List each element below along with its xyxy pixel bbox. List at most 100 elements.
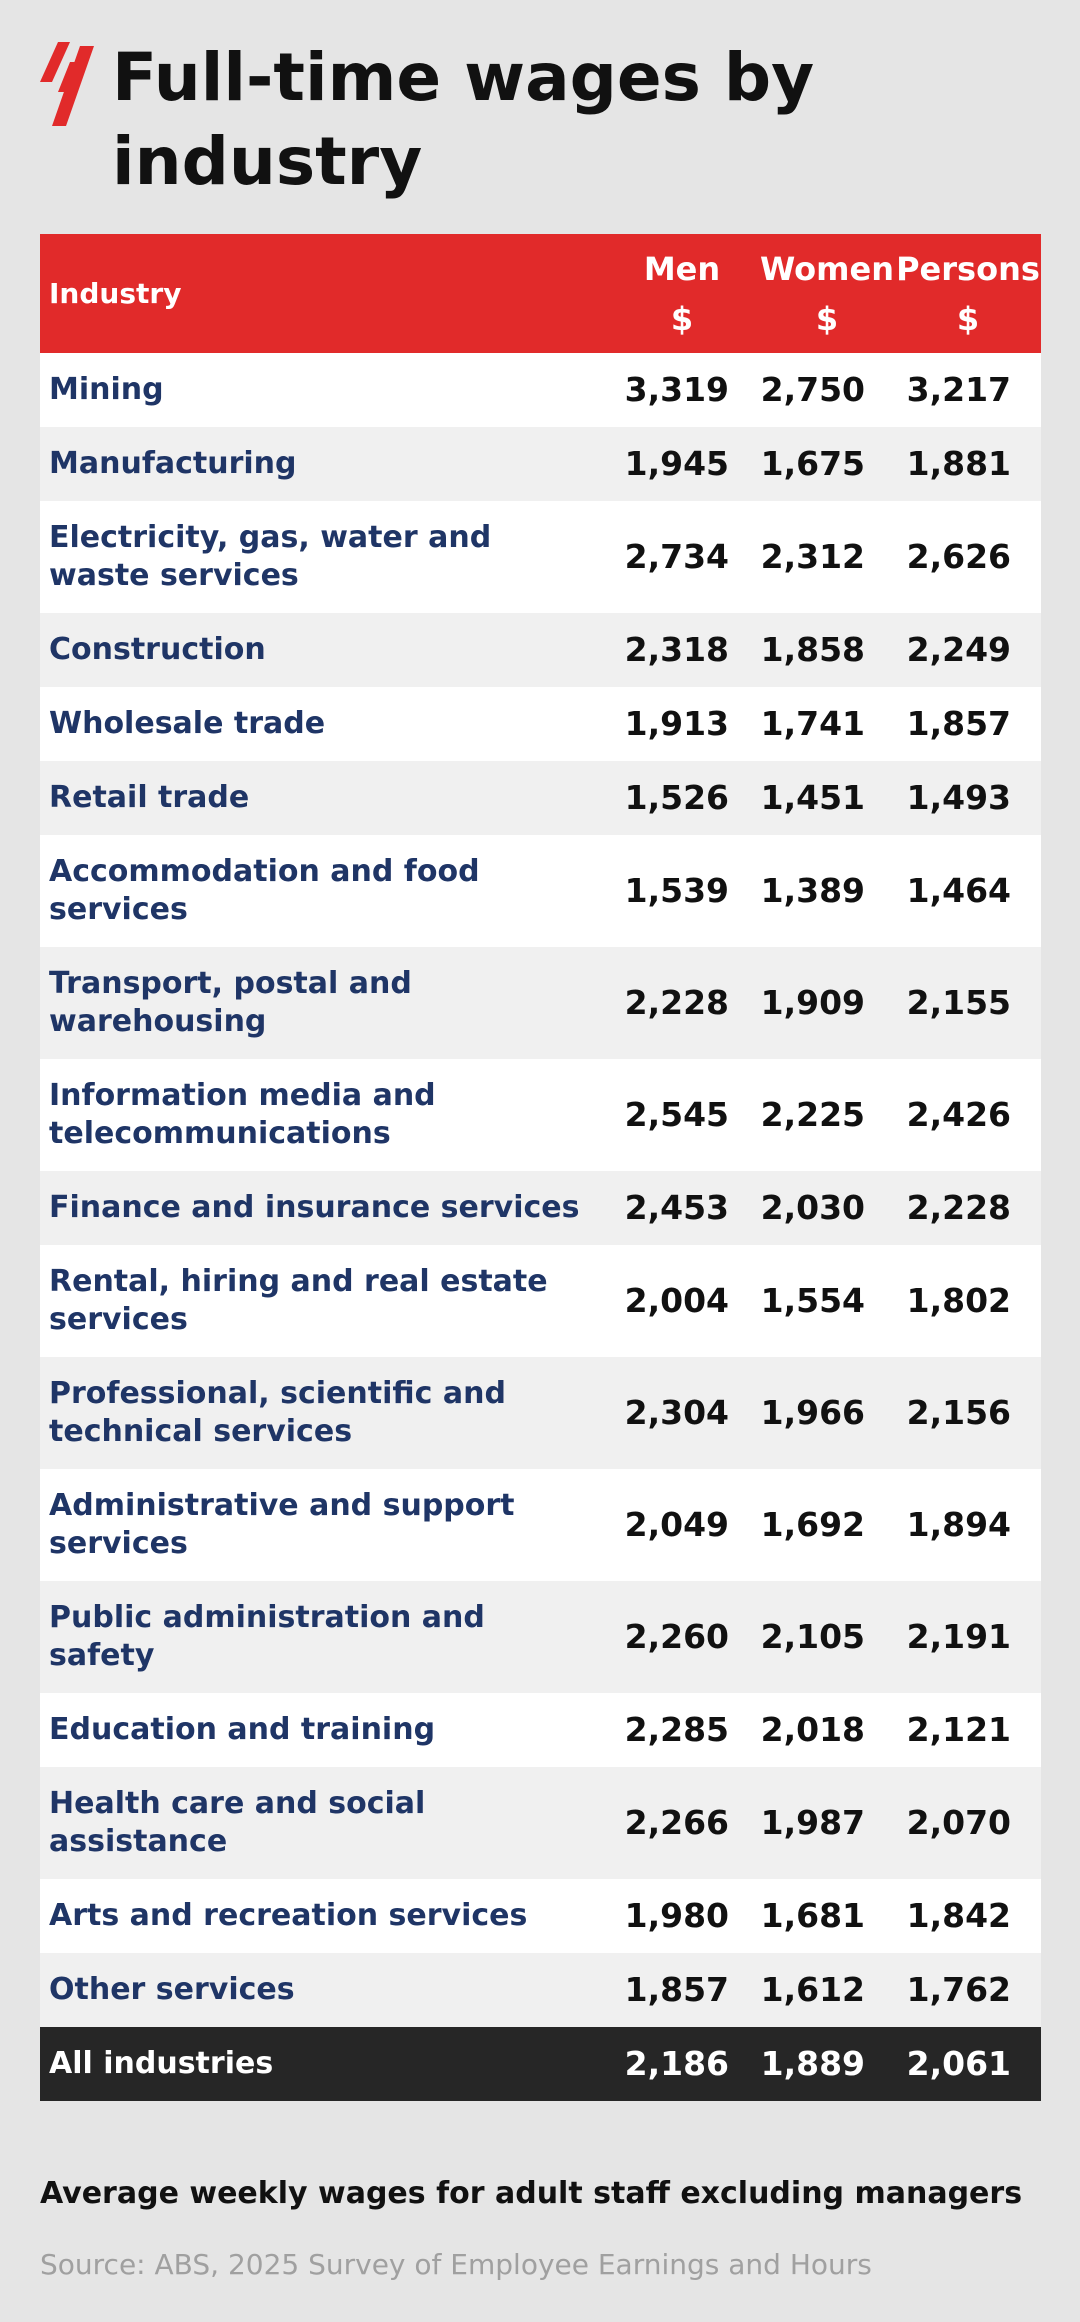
industry: Administrative and support services: [40, 1469, 605, 1581]
wage: 1,987: [759, 1767, 895, 1879]
industry: Accommodation and food services: [40, 835, 605, 947]
source: Source: ABS, 2025 Survey of Employee Ear…: [40, 2248, 872, 2281]
wage: 2,049: [605, 1469, 759, 1581]
industry: All industries: [40, 2027, 605, 2101]
wage: 2,156: [895, 1357, 1041, 1469]
column-header: Men $: [605, 234, 759, 353]
table-row: Retail trade 1,526 1,451 1,493: [40, 761, 1041, 835]
wage: 2,453: [605, 1171, 759, 1245]
wage: 2,312: [759, 501, 895, 613]
wage: 1,539: [605, 835, 759, 947]
wage: 2,318: [605, 613, 759, 687]
table-row: Transport, postal and warehousing 2,228 1,…: [40, 947, 1041, 1059]
industry: Other services: [40, 1953, 605, 2027]
wage: 2,004: [605, 1245, 759, 1357]
wage: 1,858: [759, 613, 895, 687]
wage: 1,612: [759, 1953, 895, 2027]
column-header: Industry: [40, 234, 605, 353]
industry: Education and training: [40, 1693, 605, 1767]
industry: Health care and social assistance: [40, 1767, 605, 1879]
table-row: Public administration and safety 2,260 2,1…: [40, 1581, 1041, 1693]
wage: 2,228: [895, 1171, 1041, 1245]
table-row: Professional, scientific and technical s…: [40, 1357, 1041, 1469]
wage: 1,692: [759, 1469, 895, 1581]
wage: 2,545: [605, 1059, 759, 1171]
industry: Manufacturing: [40, 427, 605, 501]
wage: 2,426: [895, 1059, 1041, 1171]
table-row: Construction 2,318 1,858 2,249: [40, 613, 1041, 687]
wage: 3,217: [895, 353, 1041, 427]
header-text: $: [815, 299, 839, 338]
wage: 2,266: [605, 1767, 759, 1879]
wage: 2,121: [895, 1693, 1041, 1767]
wage: 1,945: [605, 427, 759, 501]
wage: 2,186: [605, 2027, 759, 2101]
industry: Retail trade: [40, 761, 605, 835]
wage: 2,191: [895, 1581, 1041, 1693]
table-row: Wholesale trade 1,913 1,741 1,857: [40, 687, 1041, 761]
total-row: All industries 2,186 1,889 2,061: [40, 2027, 1041, 2101]
logo: [40, 42, 94, 126]
wage: 2,228: [605, 947, 759, 1059]
wage: 1,762: [895, 1953, 1041, 2027]
wage: 2,285: [605, 1693, 759, 1767]
wage: 1,493: [895, 761, 1041, 835]
wage: 2,225: [759, 1059, 895, 1171]
wage: 1,913: [605, 687, 759, 761]
wage: 2,018: [759, 1693, 895, 1767]
industry: Professional, scientific and technical s…: [40, 1357, 605, 1469]
industry: Arts and recreation services: [40, 1879, 605, 1953]
table-row: Health care and social assistance 2,266 1,…: [40, 1767, 1041, 1879]
table-row: Electricity, gas, water and waste servic…: [40, 501, 1041, 613]
footnote: Average weekly wages for adult staff exc…: [40, 2176, 1023, 2211]
industry: Mining: [40, 353, 605, 427]
wage: 1,881: [895, 427, 1041, 501]
wage: 2,304: [605, 1357, 759, 1469]
industry: Information media and telecommunications: [40, 1059, 605, 1171]
wage: 1,966: [759, 1357, 895, 1469]
header-text: Men: [643, 249, 721, 288]
table-row: Information media and telecommunications…: [40, 1059, 1041, 1171]
header-text: Women: [760, 249, 894, 288]
table-row: Manufacturing 1,945 1,675 1,881: [40, 427, 1041, 501]
wage: 2,105: [759, 1581, 895, 1693]
wage: 1,980: [605, 1879, 759, 1953]
industry: Electricity, gas, water and waste servic…: [40, 501, 605, 613]
title: Full-time wages by industry: [112, 39, 815, 200]
industry: Transport, postal and warehousing: [40, 947, 605, 1059]
table-row: Arts and recreation services 1,980 1,681 1,…: [40, 1879, 1041, 1953]
wage: 1,857: [895, 687, 1041, 761]
wage: 1,451: [759, 761, 895, 835]
header-text: $: [956, 299, 980, 338]
wage: 2,070: [895, 1767, 1041, 1879]
industry: Construction: [40, 613, 605, 687]
table-row: Administrative and support services 2,049…: [40, 1469, 1041, 1581]
header-text: Persons: [896, 249, 1040, 288]
wage: 1,741: [759, 687, 895, 761]
wage: 1,389: [759, 835, 895, 947]
column-header: Persons $: [895, 234, 1041, 353]
wage: 1,889: [759, 2027, 895, 2101]
table-row: Rental, hiring and real estate services 2…: [40, 1245, 1041, 1357]
industry: Wholesale trade: [40, 687, 605, 761]
industry: Finance and insurance services: [40, 1171, 605, 1245]
wage: 2,260: [605, 1581, 759, 1693]
wage: 1,894: [895, 1469, 1041, 1581]
table-row: Other services 1,857 1,612 1,762: [40, 1953, 1041, 2027]
wage: 1,802: [895, 1245, 1041, 1357]
industry: Rental, hiring and real estate services: [40, 1245, 605, 1357]
wage: 1,526: [605, 761, 759, 835]
table-row: Mining 3,319 2,750 3,217: [40, 353, 1041, 427]
wage: 2,750: [759, 353, 895, 427]
wage: 1,857: [605, 1953, 759, 2027]
wage: 2,249: [895, 613, 1041, 687]
wage: 2,734: [605, 501, 759, 613]
header-text: $: [670, 299, 694, 338]
wage: 1,675: [759, 427, 895, 501]
wage: 1,909: [759, 947, 895, 1059]
wage: 1,681: [759, 1879, 895, 1953]
table-row: Education and training 2,285 2,018 2,121: [40, 1693, 1041, 1767]
wage: 2,626: [895, 501, 1041, 613]
wage: 3,319: [605, 353, 759, 427]
